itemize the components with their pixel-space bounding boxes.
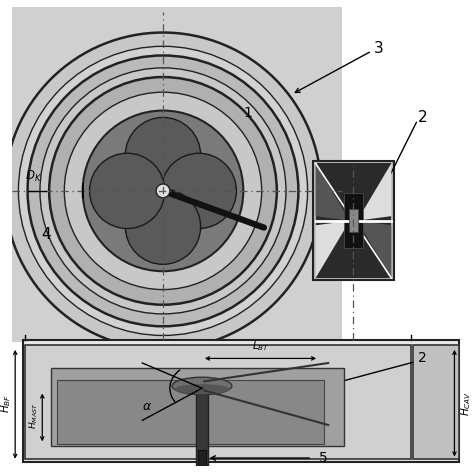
- Text: $\alpha$: $\alpha$: [142, 400, 152, 413]
- Circle shape: [5, 33, 321, 349]
- Circle shape: [156, 184, 170, 198]
- Bar: [197, 391, 208, 466]
- Bar: [23, 340, 459, 462]
- Bar: [51, 368, 344, 446]
- Bar: [344, 193, 363, 248]
- Polygon shape: [357, 221, 392, 278]
- Text: 2: 2: [418, 110, 427, 125]
- Bar: [57, 380, 324, 444]
- Text: 2: 2: [418, 351, 427, 365]
- Polygon shape: [357, 164, 392, 221]
- Circle shape: [125, 189, 201, 264]
- Bar: [349, 209, 358, 232]
- Text: 5: 5: [319, 451, 328, 465]
- Text: 4: 4: [41, 227, 51, 242]
- Polygon shape: [316, 221, 350, 278]
- Bar: [198, 450, 206, 466]
- Circle shape: [90, 153, 165, 228]
- Bar: [11, 7, 342, 342]
- Text: $D_K$: $D_K$: [25, 169, 42, 184]
- Bar: [413, 345, 459, 459]
- Text: $H_{MAST}$: $H_{MAST}$: [27, 402, 40, 429]
- Circle shape: [82, 110, 243, 271]
- Text: 1: 1: [243, 106, 252, 120]
- Text: 3: 3: [374, 41, 383, 56]
- Polygon shape: [316, 164, 350, 221]
- Circle shape: [27, 55, 299, 326]
- Bar: [25, 345, 411, 459]
- Circle shape: [18, 46, 308, 336]
- Circle shape: [161, 153, 237, 228]
- Circle shape: [125, 118, 201, 193]
- Text: $H_{CAV}$: $H_{CAV}$: [459, 391, 473, 416]
- Circle shape: [49, 77, 277, 305]
- Text: $H_{BF}$: $H_{BF}$: [0, 393, 13, 413]
- Circle shape: [64, 92, 262, 290]
- Ellipse shape: [174, 384, 229, 394]
- Circle shape: [40, 68, 286, 314]
- Ellipse shape: [172, 377, 232, 395]
- Bar: [316, 164, 392, 278]
- Text: $L_{BT}$: $L_{BT}$: [252, 339, 269, 353]
- Bar: [313, 161, 393, 281]
